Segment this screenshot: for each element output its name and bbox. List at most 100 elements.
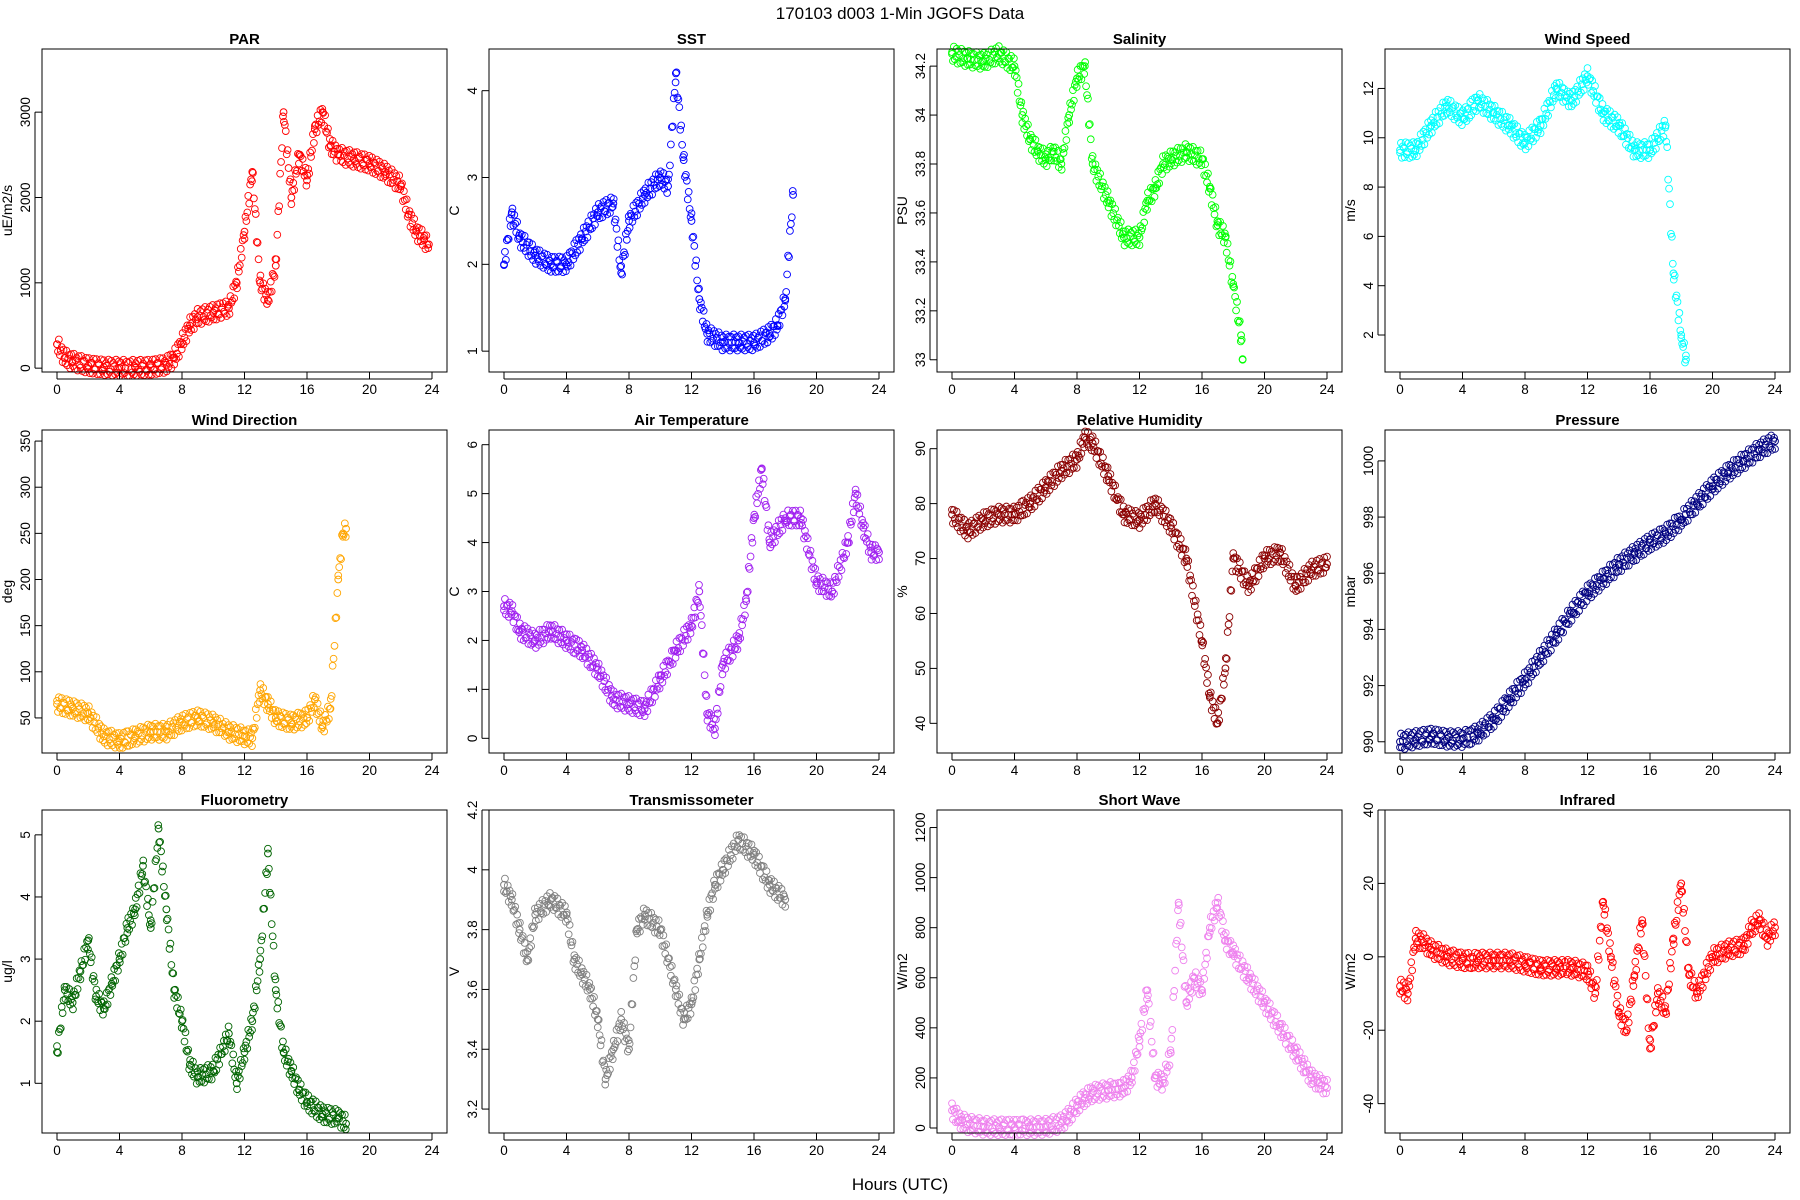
data-point [131,363,140,372]
x-tick-label: 0 [1396,382,1404,397]
data-point [1091,160,1100,169]
panel-title: Wind Speed [1545,31,1631,48]
data-point [563,638,572,647]
data-point [1665,980,1673,989]
data-point [77,699,86,708]
data-point [547,621,556,630]
y-tick-label: 40 [913,716,928,731]
x-tick-label: 4 [563,1143,571,1158]
data-point [218,724,226,733]
data-point [1009,63,1017,72]
x-tick-label: 24 [1767,763,1783,778]
data-point [517,624,526,633]
data-point [282,725,291,733]
data-point [294,708,302,717]
data-point [1173,158,1181,167]
data-point [269,271,278,280]
data-point [1063,119,1072,128]
data-point [1201,960,1209,969]
data-point [264,295,272,304]
data-point [773,321,782,330]
data-point [1521,138,1529,147]
x-tick-label: 8 [1073,763,1081,778]
y-tick-label: 0 [465,735,480,743]
data-point [573,248,581,257]
y-axis-label: deg [0,580,15,603]
data-point [1231,292,1239,301]
data-point [609,199,618,208]
data-point [144,355,152,364]
data-point [1542,109,1551,118]
x-tick-label: 16 [1194,1143,1209,1158]
data-point [1198,155,1206,164]
data-point [667,140,675,149]
data-point [142,882,150,891]
data-point [751,341,760,350]
data-point [293,723,301,732]
data-point [220,309,229,318]
data-point [1445,108,1454,117]
data-point [1170,161,1179,170]
data-point [1233,297,1241,306]
data-point [329,654,338,663]
data-point [1224,256,1233,265]
y-tick-label: 70 [913,551,928,566]
data-point [954,47,963,55]
data-point [1145,999,1153,1008]
y-tick-label: 20 [1361,876,1376,891]
data-point [527,942,536,950]
data-point [675,103,684,112]
data-point [1668,259,1677,268]
data-point [687,217,696,225]
data-point [1421,125,1430,134]
data-point [325,715,333,723]
data-point [535,625,544,634]
data-point [667,961,676,970]
y-tick-label: 1 [465,347,480,355]
data-point [677,121,686,130]
data-point [326,142,335,151]
data-point [252,986,261,995]
data-point [1641,971,1650,980]
data-point [1590,92,1598,100]
data-point [58,1009,67,1017]
y-tick-label: 2 [465,261,480,269]
data-point [305,169,314,178]
data-point [279,1037,287,1046]
data-point [625,217,633,225]
x-tick-label: 16 [1642,382,1657,397]
data-point [718,338,727,347]
data-point [510,210,519,219]
data-point [267,920,276,928]
data-point [400,187,408,195]
data-point [1145,1022,1154,1030]
data-point [256,680,265,688]
data-point [679,156,688,165]
data-point [67,350,75,358]
data-point [1086,135,1095,144]
data-point [1225,261,1234,270]
data-point [345,146,354,154]
y-tick-label: 3 [465,588,480,596]
data-point [240,227,249,236]
data-point [699,306,708,315]
data-point [193,714,202,722]
data-point [1427,121,1436,130]
data-point [137,370,146,379]
plot-frame [488,809,895,1134]
data-point [1474,96,1483,105]
y-tick-label: 2000 [18,182,33,212]
data-point [550,621,559,629]
x-tick-label: 4 [116,763,124,778]
data-point [780,302,789,311]
data-point [1213,217,1222,226]
data-point [671,69,680,78]
data-point [1496,115,1505,123]
data-point [1006,66,1014,74]
data-point [250,205,259,213]
x-tick-label: 12 [1580,1143,1595,1158]
